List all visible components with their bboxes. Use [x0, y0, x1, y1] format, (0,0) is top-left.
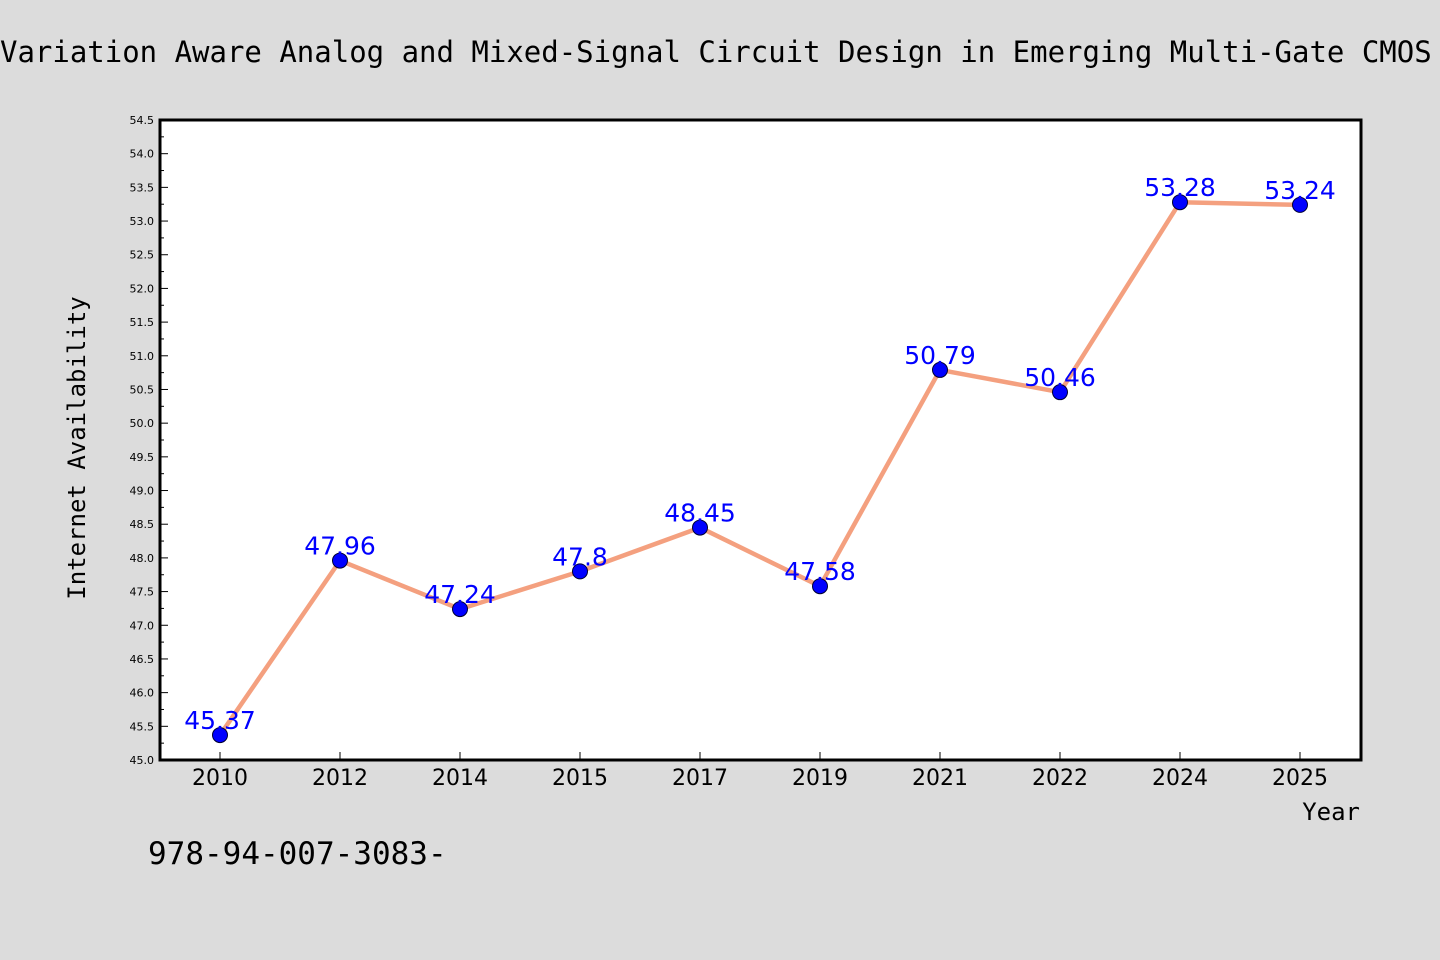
- y-tick-label: 47.0: [130, 619, 155, 632]
- x-tick-label: 2025: [1272, 766, 1328, 791]
- x-tick-label: 2021: [912, 766, 968, 791]
- data-point: [1292, 196, 1308, 213]
- y-tick-label: 53.0: [130, 215, 155, 228]
- x-tick-label: 2010: [192, 766, 248, 791]
- footer-code: 978-94-007-3083-: [148, 836, 447, 872]
- data-label: 47.58: [784, 557, 856, 586]
- data-label: 47.24: [424, 580, 496, 609]
- y-tick-label: 46.0: [130, 687, 155, 700]
- x-tick-label: 2015: [552, 766, 608, 791]
- y-axis: 45.0 45.5 46.0 46.5 47.0 47.5 48.0 48.5 49.0 49.5…: [130, 114, 168, 767]
- data-point: [572, 563, 588, 580]
- data-label: 50.79: [904, 341, 976, 370]
- plot-area: [158, 118, 1363, 762]
- data-label: 47.96: [304, 532, 376, 561]
- y-tick-label: 50.5: [130, 383, 155, 396]
- data-label: 47.8: [552, 542, 608, 571]
- y-tick-label: 50.0: [130, 417, 155, 430]
- y-axis-label: Internet Availability: [63, 296, 91, 599]
- data-point: [932, 361, 948, 378]
- x-tick-label: 2019: [792, 766, 848, 791]
- x-axis-label: Year: [1302, 798, 1360, 826]
- y-tick-label: 54.5: [130, 114, 155, 127]
- data-point: [692, 519, 708, 536]
- y-tick-label: 49.0: [130, 485, 155, 498]
- data-label: 45.37: [184, 706, 256, 735]
- y-tick-label: 53.5: [130, 181, 155, 194]
- data-point: [212, 727, 228, 744]
- y-tick-label: 54.0: [130, 148, 155, 161]
- data-label: 50.46: [1024, 363, 1096, 392]
- x-axis: 2010 2012 2014 2015 2017 2019 2021 2022 2024 2025: [192, 752, 1328, 791]
- series-layer: 45.37 47.96 47.24 47.8 48.45 47.58 50.79 50.46 5…: [184, 173, 1336, 744]
- series-line: [218, 199, 1301, 737]
- x-tick-label: 2014: [432, 766, 488, 791]
- data-point: [1172, 194, 1188, 211]
- y-tick-label: 52.0: [130, 282, 155, 295]
- data-point: [332, 552, 348, 569]
- data-point: [452, 601, 468, 618]
- data-point: [1052, 384, 1068, 401]
- x-tick-label: 2024: [1152, 766, 1208, 791]
- chart-title: Variation Aware Analog and Mixed-Signal …: [0, 35, 1440, 69]
- y-tick-label: 46.5: [130, 653, 155, 666]
- x-tick-label: 2022: [1032, 766, 1088, 791]
- data-label: 53.28: [1144, 173, 1216, 202]
- y-tick-label: 51.0: [130, 350, 155, 363]
- y-tick-label: 47.5: [130, 586, 155, 599]
- y-tick-label: 51.5: [130, 316, 155, 329]
- data-point: [812, 578, 828, 595]
- y-tick-label: 48.0: [130, 552, 155, 565]
- y-tick-label: 45.5: [130, 720, 155, 733]
- y-tick-label: 45.0: [130, 754, 155, 767]
- y-tick-label: 49.5: [130, 451, 155, 464]
- y-tick-label: 52.5: [130, 249, 155, 262]
- x-tick-label: 2017: [672, 766, 728, 791]
- x-tick-label: 2012: [312, 766, 368, 791]
- data-label: 53.24: [1264, 176, 1336, 205]
- y-tick-label: 48.5: [130, 518, 155, 531]
- data-label: 48.45: [664, 499, 736, 528]
